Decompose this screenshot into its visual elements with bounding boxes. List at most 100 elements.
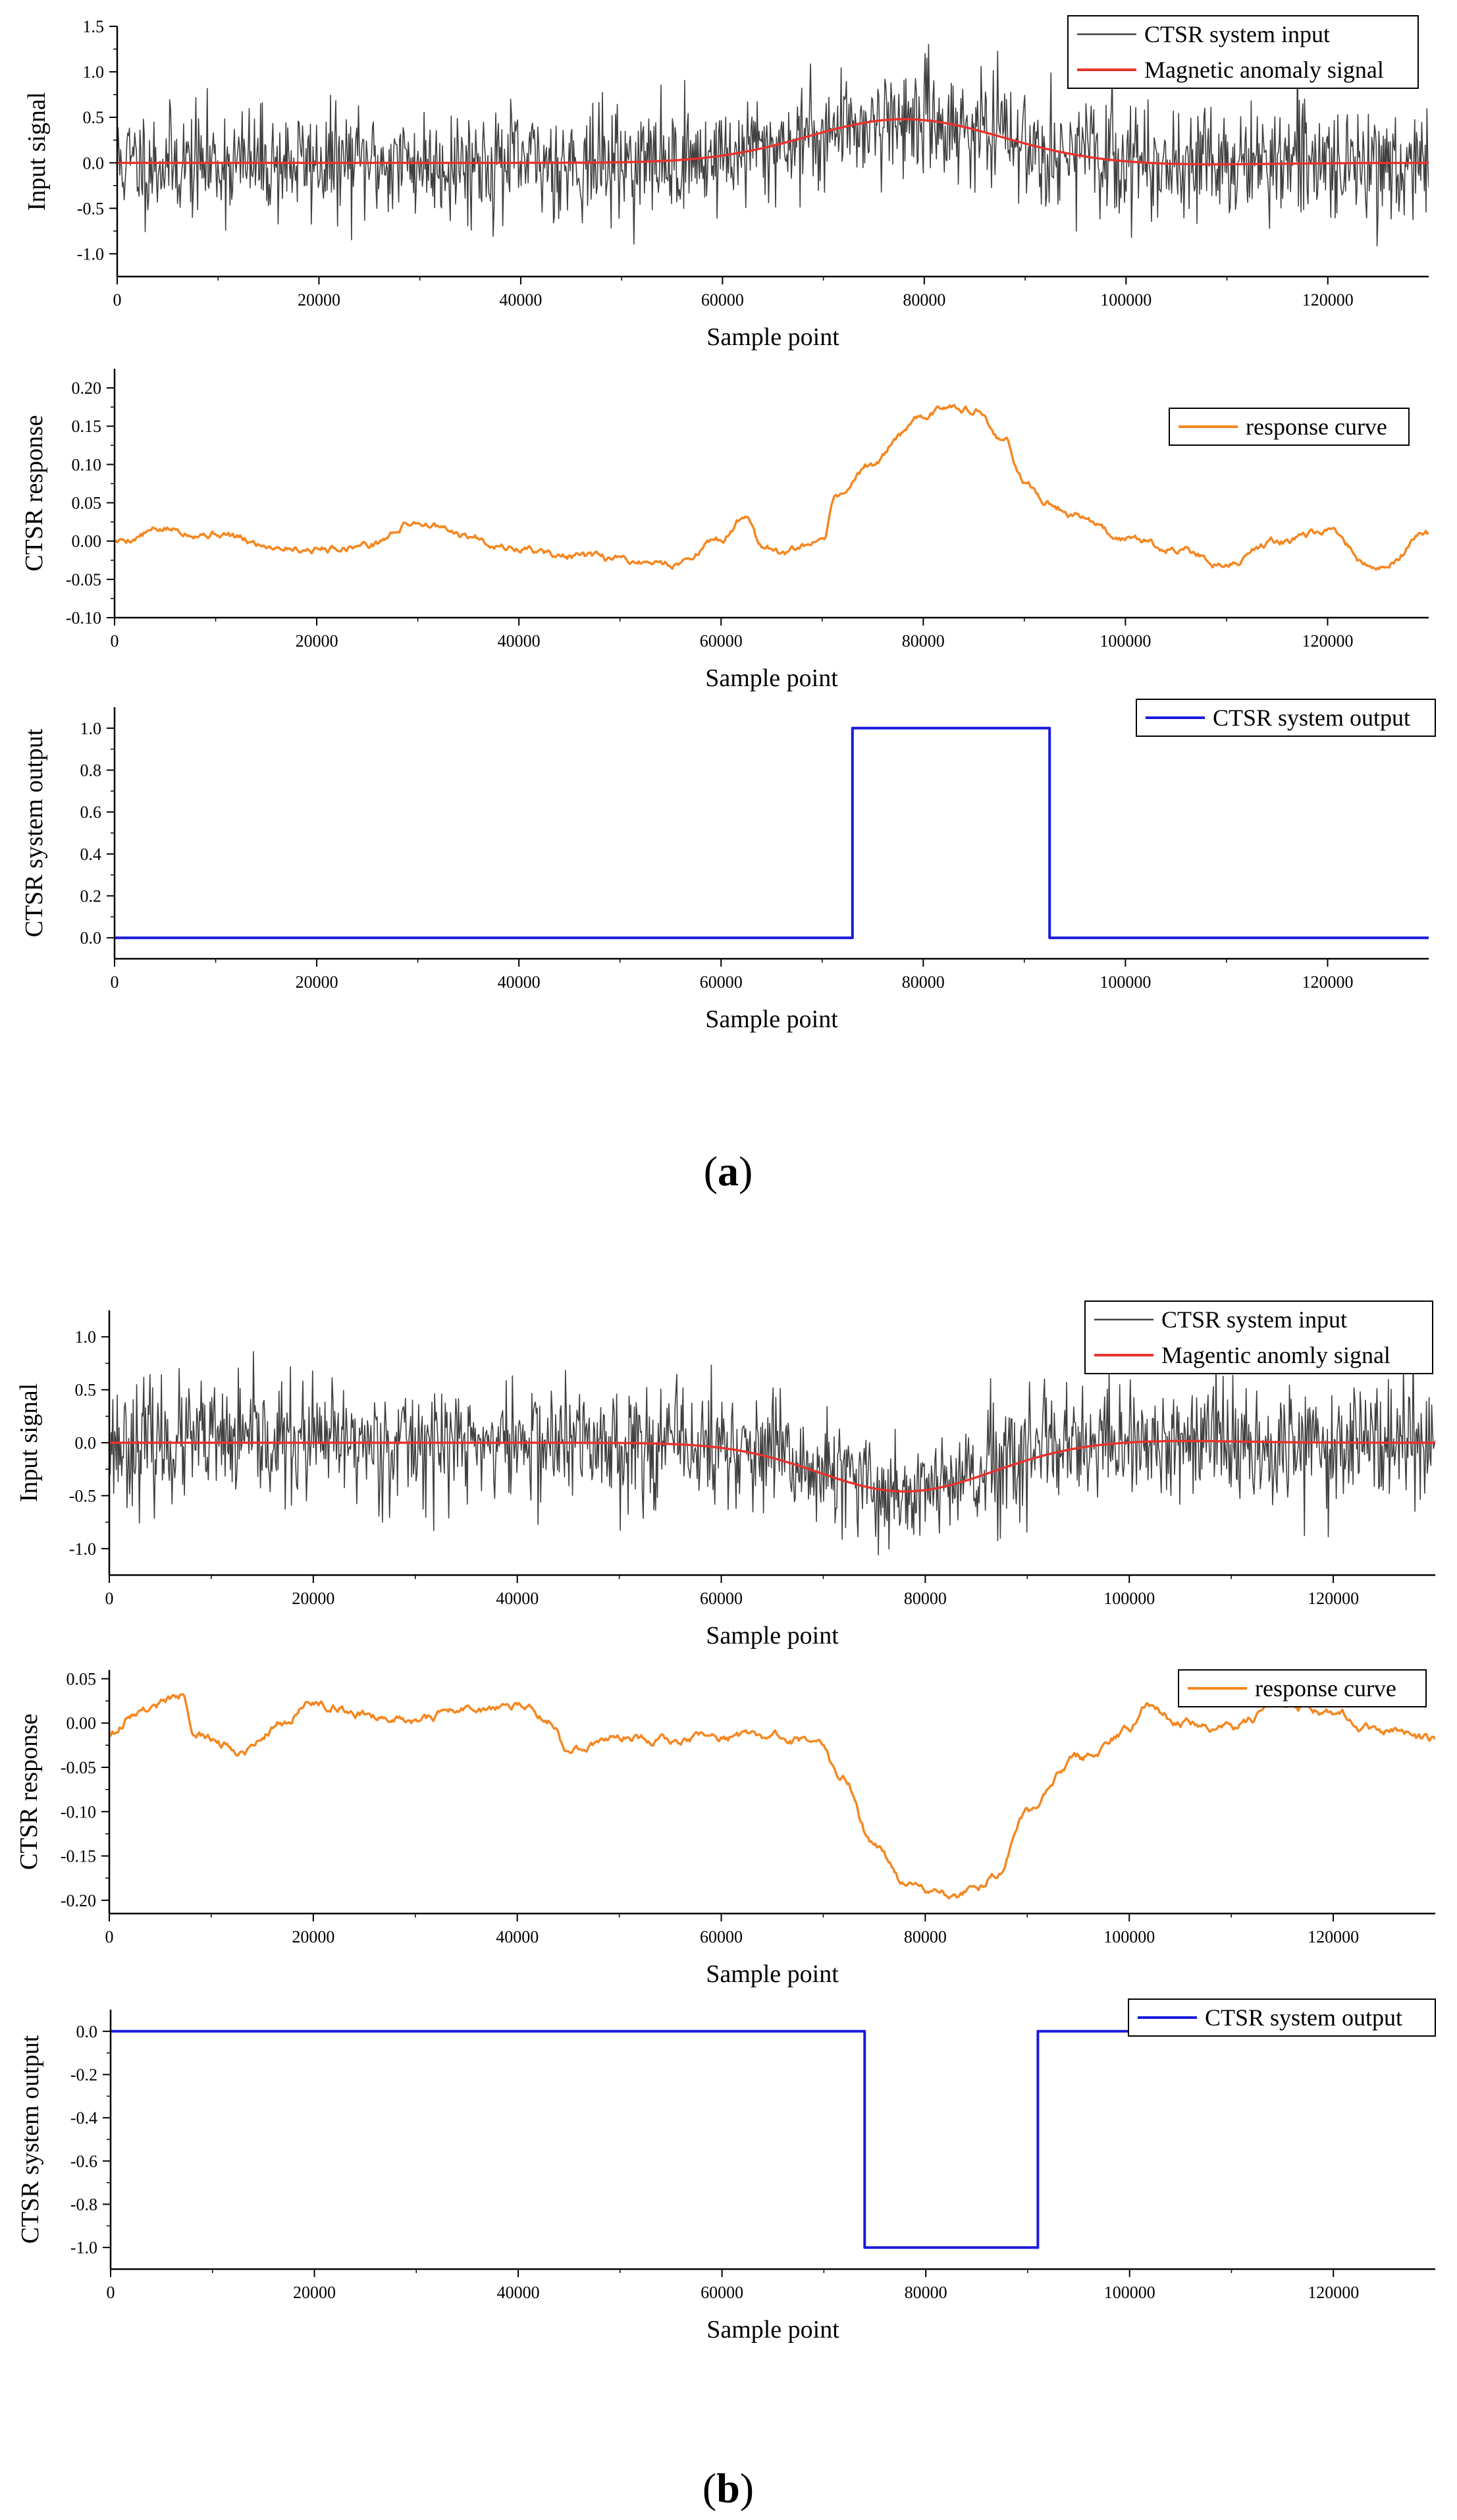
legend-b3: CTSR system output (1128, 1998, 1436, 2037)
x-axis-title: Sample point (706, 1960, 839, 1988)
x-axis-title: Sample point (706, 2316, 839, 2344)
y-tick-label: -1.0 (70, 2238, 97, 2257)
x-axis-title: Sample point (705, 664, 838, 692)
y-axis-title: Input signal (23, 92, 51, 211)
legend-label: CTSR system output (1205, 2004, 1402, 2031)
x-tick-label: 20000 (298, 290, 340, 309)
series-b1-2 (109, 1439, 1435, 1493)
y-axis-title: CTSR system output (20, 728, 48, 937)
x-tick-label: 40000 (496, 1589, 539, 1608)
y-tick-label: 0.4 (80, 845, 102, 864)
y-tick-label: -0.15 (61, 1847, 96, 1866)
y-tick-label: -1.0 (69, 1540, 96, 1559)
x-tick-label: 100000 (1099, 973, 1151, 992)
y-axis-title: CTSR system output (16, 2035, 44, 2243)
chart-a3: 0.0 0.2 0.4 0.6 0.8 1.0 0 20000 40000 60000 80000 1… (20, 699, 1436, 1033)
x-tick-label: 120000 (1308, 2283, 1359, 2302)
y-tick-label: -0.5 (69, 1486, 96, 1505)
legend-label: CTSR system output (1213, 705, 1410, 731)
x-tick-label: 40000 (499, 290, 542, 309)
chart-b2: -0.20 -0.15 -0.10 -0.05 0.00 0.05 0 20000 40000 6… (15, 1669, 1435, 1988)
series-a1-1 (117, 36, 1429, 247)
x-tick-label: 0 (105, 1927, 114, 1946)
legend-box (1084, 1300, 1433, 1374)
chart-a1: -1.0 -0.5 0.0 0.5 1.0 1.5 0 20000 40000 60000 8000… (23, 15, 1429, 351)
x-tick-label: 100000 (1100, 290, 1152, 309)
x-tick-label: 20000 (292, 1589, 334, 1608)
y-tick-label: -0.10 (66, 608, 101, 628)
x-tick-label: 100000 (1103, 1927, 1155, 1946)
x-tick-label: 0 (113, 290, 122, 309)
x-tick-label: 80000 (905, 2283, 947, 2302)
y-tick-label: 0.00 (66, 1714, 97, 1733)
legend-a2: response curve (1169, 408, 1410, 446)
y-tick-label: 0.0 (83, 153, 105, 173)
y-tick-label: 0.05 (72, 494, 102, 513)
x-tick-label: 0 (105, 1589, 114, 1608)
x-tick-label: 100000 (1104, 2283, 1155, 2302)
legend-label: Magentic anomly signal (1161, 1342, 1391, 1368)
x-axis-title: Sample point (705, 1005, 838, 1033)
x-axis-title: Sample point (706, 323, 839, 351)
x-tick-label: 40000 (498, 973, 541, 992)
x-tick-label: 60000 (700, 1589, 743, 1608)
y-axis-title: Input signal (15, 1383, 43, 1502)
x-tick-label: 120000 (1308, 1927, 1359, 1946)
x-tick-label: 60000 (700, 1927, 743, 1946)
y-tick-label: 1.0 (75, 1327, 97, 1347)
y-tick-label: 0.5 (75, 1381, 97, 1400)
chart-b1: -1.0 -0.5 0.0 0.5 1.0 0 20000 40000 60000 80000 10… (15, 1300, 1435, 1649)
x-tick-label: 100000 (1103, 1589, 1155, 1608)
chart-a2: -0.10 -0.05 0.00 0.05 0.10 0.15 0.20 0 20000 4000… (20, 369, 1429, 692)
x-tick-label: 60000 (701, 2283, 743, 2302)
series-b1-1 (109, 1346, 1435, 1556)
x-tick-label: 120000 (1308, 1589, 1359, 1608)
chart-b3: -1.0 -0.8 -0.6 -0.4 -0.2 0.0 0 20000 40000 60000 8… (16, 1998, 1436, 2344)
x-tick-label: 120000 (1302, 973, 1353, 992)
x-tick-label: 80000 (902, 973, 945, 992)
y-tick-label: 0.20 (72, 379, 102, 398)
y-tick-label: 0.00 (72, 532, 102, 551)
y-tick-label: 1.0 (80, 719, 102, 738)
y-tick-label: -0.2 (70, 2066, 97, 2085)
series-a3-1 (115, 726, 1429, 940)
y-tick-label: -0.10 (61, 1802, 96, 1821)
y-axis-title: CTSR response (20, 415, 48, 572)
x-tick-label: 60000 (701, 290, 744, 309)
y-tick-label: 0.6 (80, 803, 102, 822)
y-tick-label: -0.4 (70, 2108, 97, 2128)
y-tick-label: -1.0 (77, 244, 104, 263)
x-tick-label: 80000 (902, 631, 945, 651)
legend-b2: response curve (1178, 1669, 1427, 1707)
y-tick-label: -0.05 (66, 570, 101, 589)
series-a2-1 (115, 404, 1429, 571)
y-tick-label: 0.2 (80, 887, 102, 906)
legend-label: Magnetic anomaly signal (1144, 57, 1384, 83)
legend-a1: CTSR system input Magnetic anomaly signal (1067, 15, 1419, 89)
x-tick-label: 0 (111, 973, 119, 992)
x-tick-label: 80000 (903, 290, 945, 309)
x-tick-label: 0 (111, 631, 119, 651)
legend-label: CTSR system input (1161, 1306, 1347, 1333)
legend-label: response curve (1246, 414, 1387, 440)
x-tick-label: 120000 (1302, 290, 1354, 309)
x-tick-label: 120000 (1302, 631, 1353, 651)
series-b2-1 (109, 1693, 1435, 1900)
y-tick-label: 0.10 (72, 455, 102, 474)
series-b3-1 (111, 2029, 1435, 2249)
y-tick-label: 1.0 (83, 63, 105, 82)
y-tick-label: -0.6 (70, 2152, 97, 2171)
x-tick-label: 20000 (296, 973, 338, 992)
plots-layer: -1.0 -0.5 0.0 0.5 1.0 1.5 0 20000 40000 60000 8000… (15, 15, 1436, 2344)
x-tick-label: 60000 (700, 631, 743, 651)
x-tick-label: 40000 (497, 2283, 540, 2302)
series-a1-2 (117, 118, 1429, 166)
y-tick-label: 0.0 (75, 1434, 97, 1453)
x-tick-label: 0 (107, 2283, 115, 2302)
y-tick-label: 0.15 (72, 417, 102, 436)
y-tick-label: -0.20 (61, 1891, 96, 1910)
y-axis-title: CTSR response (15, 1713, 43, 1870)
x-axis-title: Sample point (706, 1622, 839, 1649)
